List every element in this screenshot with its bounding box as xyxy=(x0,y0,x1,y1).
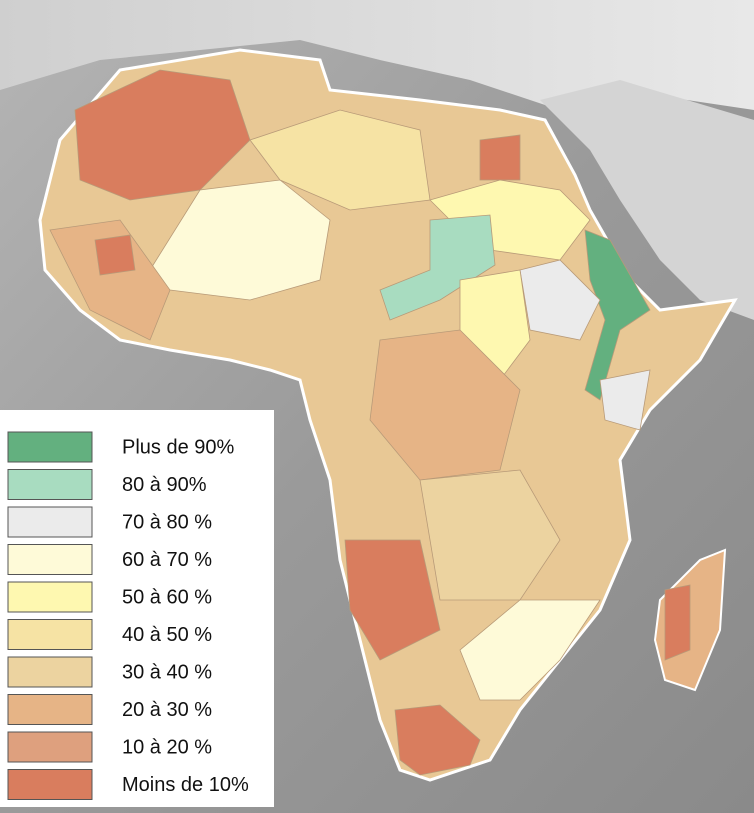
region xyxy=(479,134,521,181)
legend: Plus de 90% 80 à 90% 70 à 80 % 60 à 70 % 50 … xyxy=(7,431,249,800)
region xyxy=(584,229,651,401)
legend-label: Plus de 90% xyxy=(122,436,235,458)
legend-label: 30 à 40 % xyxy=(122,661,212,683)
legend-swatch xyxy=(7,469,93,500)
legend-label: Moins de 10% xyxy=(122,774,249,796)
legend-swatch xyxy=(7,431,93,463)
region xyxy=(459,599,601,701)
region xyxy=(344,539,441,661)
legend-swatch xyxy=(7,769,93,800)
legend-swatch xyxy=(7,506,93,538)
legend-label: 20 à 30 % xyxy=(122,699,212,721)
legend-label: 40 à 50 % xyxy=(122,624,212,646)
arabia-relief xyxy=(540,80,754,320)
legend-swatch xyxy=(7,544,93,575)
region xyxy=(664,584,691,661)
legend-swatch xyxy=(7,731,93,763)
legend-label: 80 à 90% xyxy=(122,474,207,496)
legend-label: 50 à 60 % xyxy=(122,586,212,608)
region xyxy=(74,69,251,201)
region xyxy=(394,704,481,776)
europe-relief xyxy=(0,0,754,110)
legend-swatch xyxy=(7,656,93,688)
legend-label: 60 à 70 % xyxy=(122,549,212,571)
region xyxy=(419,469,561,601)
legend-swatch xyxy=(7,619,93,650)
region xyxy=(379,214,496,321)
legend-label: 10 à 20 % xyxy=(122,736,212,758)
legend-label: 70 à 80 % xyxy=(122,511,212,533)
region xyxy=(519,259,601,341)
region xyxy=(149,179,331,301)
legend-swatch xyxy=(7,581,93,613)
legend-swatch xyxy=(7,694,93,725)
region xyxy=(599,369,651,431)
region xyxy=(94,234,136,276)
region xyxy=(49,219,171,341)
region xyxy=(369,329,521,481)
